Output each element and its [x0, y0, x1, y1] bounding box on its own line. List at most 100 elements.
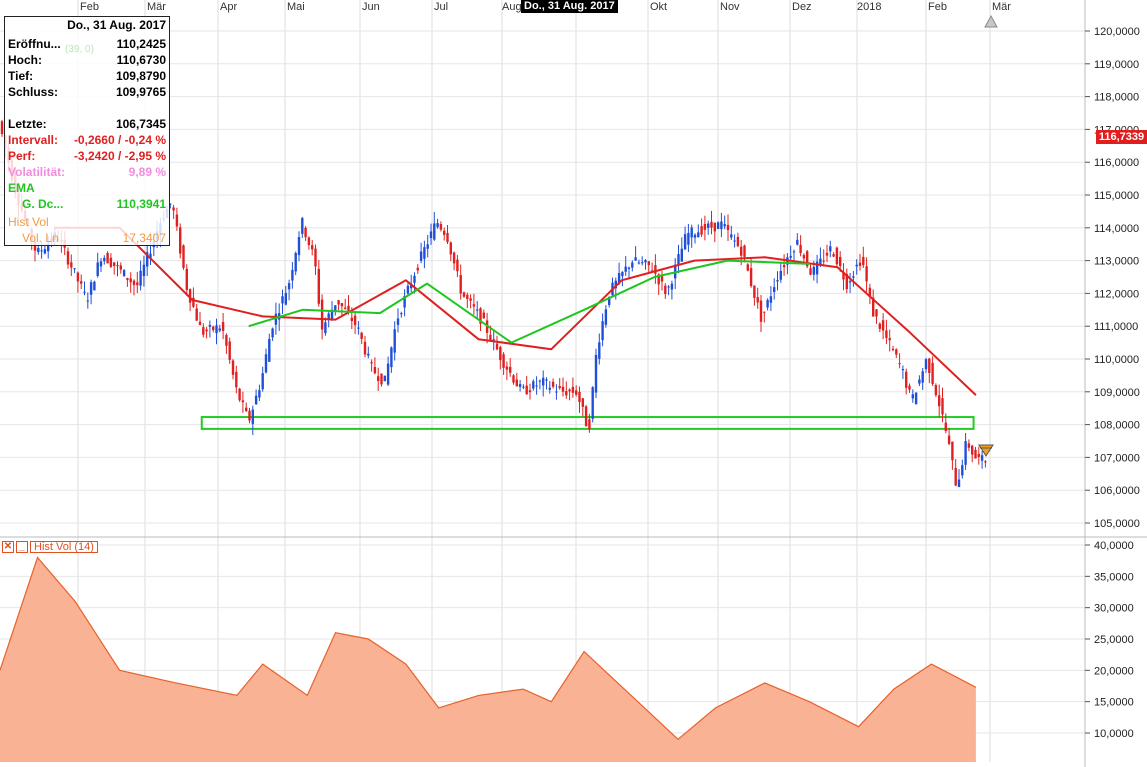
candle-body	[297, 236, 301, 256]
candle-body	[971, 445, 974, 455]
candle-body	[429, 231, 433, 239]
candle-body	[766, 299, 769, 308]
candle-body	[330, 309, 334, 321]
support-zone-box[interactable]	[200, 416, 975, 430]
candle-body	[99, 261, 103, 267]
candle-body	[363, 341, 367, 355]
cursor-date-label: Do., 31 Aug. 2017	[521, 0, 618, 13]
candle-body	[261, 373, 264, 390]
chart-markers	[978, 14, 998, 457]
candle-body	[865, 266, 868, 282]
candle-body	[502, 354, 505, 368]
candle-body	[707, 223, 710, 228]
candle-body	[103, 257, 106, 262]
candle-body	[472, 304, 476, 307]
candle-body	[809, 268, 812, 275]
candle-body	[726, 224, 730, 231]
indicator-label[interactable]: Hist Vol (14)	[30, 540, 98, 553]
candle-body	[327, 313, 330, 319]
candle-body	[848, 281, 852, 283]
month-label: Okt	[650, 1, 667, 13]
candle-body	[383, 375, 386, 382]
price-tick-label: 105,0000	[1094, 518, 1140, 530]
open-label: Eröffnu...	[8, 37, 61, 51]
last-price-badge: 116,7339	[1096, 130, 1147, 144]
candle-body	[146, 252, 149, 267]
candle-body	[561, 386, 565, 392]
vol-tick-label: 20,0000	[1094, 665, 1134, 677]
candle-body	[957, 479, 961, 488]
vol-tick-label: 15,0000	[1094, 697, 1134, 709]
vol-tick-label: 30,0000	[1094, 603, 1134, 615]
low-value: 109,8790	[115, 69, 166, 83]
close-icon[interactable]: ✕	[2, 540, 14, 553]
candle-body	[380, 373, 383, 385]
candle-body	[746, 264, 749, 271]
price-tick-label: 107,0000	[1094, 452, 1140, 464]
candle-body	[284, 293, 287, 305]
price-tick-label: 120,0000	[1094, 26, 1140, 38]
minimize-icon[interactable]: _	[16, 540, 28, 553]
candle-body	[515, 379, 518, 387]
candle-body	[314, 248, 317, 267]
hist-vol-fill	[0, 557, 976, 762]
candle-body	[914, 392, 918, 405]
candle-body	[842, 272, 845, 280]
histvol-label: Hist Vol	[8, 215, 49, 229]
candle-body	[548, 387, 551, 390]
candle-body	[641, 262, 644, 264]
candle-body	[888, 338, 891, 341]
candle-body	[221, 321, 225, 331]
candle-body	[980, 455, 984, 461]
candle-body	[598, 342, 601, 359]
indicator-toolbar: ✕ _ Hist Vol (14)	[2, 540, 98, 553]
candle-body	[624, 266, 627, 272]
candle-body	[419, 251, 423, 261]
candle-body	[898, 363, 901, 365]
candle-body	[749, 268, 753, 287]
support-zone-rect[interactable]	[200, 416, 975, 430]
candle-body	[938, 395, 941, 407]
candle-body	[621, 271, 624, 277]
candle-body	[254, 395, 258, 405]
candle-body	[264, 354, 268, 373]
candle-body	[931, 362, 934, 384]
open-value: 110,2425	[116, 37, 166, 51]
candle-body	[413, 275, 416, 283]
candle-body	[862, 256, 865, 266]
candle-body	[334, 305, 337, 311]
candle-body	[967, 443, 971, 448]
candle-body	[202, 327, 205, 335]
candle-body	[482, 312, 485, 319]
candle-body	[733, 240, 736, 242]
candle-body	[185, 268, 188, 291]
candle-body	[885, 330, 888, 338]
candle-body	[119, 265, 122, 270]
candle-body	[198, 321, 202, 325]
vola-value: 9,89 %	[128, 165, 166, 179]
candle-body	[947, 435, 951, 444]
candle-body	[40, 250, 43, 252]
candle-body	[647, 261, 650, 266]
candle-body	[845, 273, 848, 290]
info-ema-row: G. Dc... 110,3941	[8, 197, 166, 212]
candle-body	[660, 275, 664, 282]
candle-body	[367, 353, 370, 356]
candle-body	[928, 358, 931, 374]
candle-body	[86, 300, 89, 302]
candle-body	[47, 243, 50, 252]
candle-body	[231, 360, 235, 375]
candle-body	[142, 264, 146, 277]
candle-body	[509, 366, 512, 373]
candle-body	[360, 332, 363, 339]
last-label: Letzte:	[8, 117, 47, 131]
candle-body	[93, 281, 96, 291]
scroll-up-arrow-icon[interactable]	[984, 14, 998, 28]
ohlc-info-box: Do., 31 Aug. 2017 Eröffnu... 110,2425 Hoc…	[4, 16, 170, 246]
candle-body	[773, 287, 776, 292]
candle-body	[545, 379, 548, 381]
candle-body	[881, 320, 885, 331]
candlestick-series[interactable]	[0, 119, 987, 488]
candle-body	[70, 262, 73, 268]
